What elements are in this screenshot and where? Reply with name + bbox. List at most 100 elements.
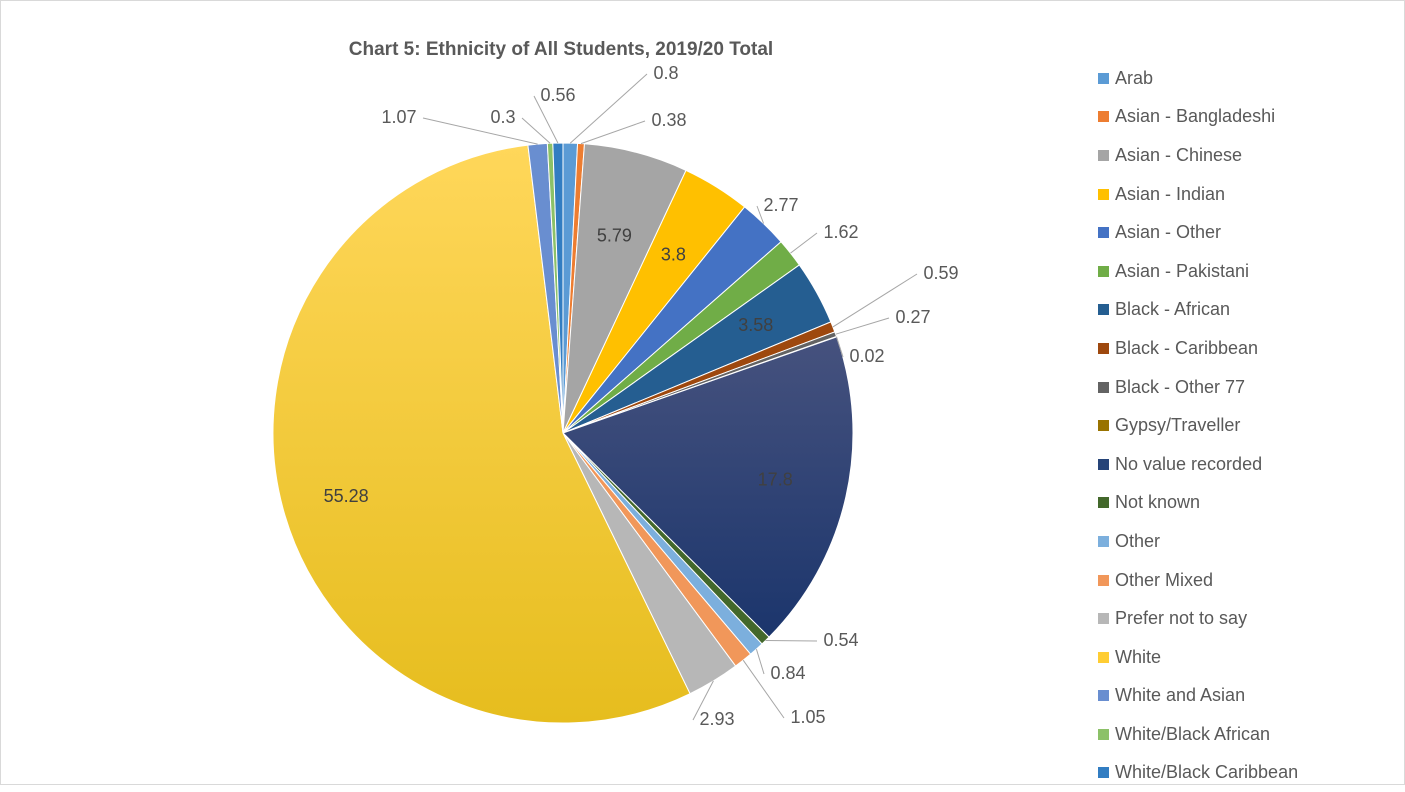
legend-item-no-value-recorded: No value recorded [1098,445,1298,484]
leader-line-white-black-caribbean [533,95,559,144]
data-label-arab: 0.8 [653,63,678,83]
legend-swatch [1098,651,1109,663]
leader-line-other-mixed [742,659,785,719]
legend-item-other: Other [1098,522,1298,561]
legend-item-not-known: Not known [1098,484,1298,523]
legend-item-white-and-asian: White and Asian [1098,677,1298,716]
legend-label: Asian - Pakistani [1115,260,1250,281]
legend-item-black-african: Black - African [1098,291,1298,330]
data-label-gypsy-traveller: 0.02 [849,346,884,366]
data-label-black-african: 3.58 [738,315,773,335]
leader-line-black-other-77 [835,317,890,335]
data-label-not-known: 0.54 [823,630,858,650]
legend-item-white: White [1098,638,1298,677]
legend-swatch [1098,265,1109,277]
legend-item-asian-indian: Asian - Indian [1098,175,1298,214]
leader-lines [422,73,918,721]
legend-item-asian-pakistani: Asian - Pakistani [1098,252,1298,291]
legend-swatch [1098,728,1109,740]
slice-white [272,144,691,724]
legend-label: White [1115,646,1162,667]
leader-line-asian-bangladeshi [580,120,646,145]
chart-title: Chart 5: Ethnicity of All Students, 2019… [348,39,774,60]
data-label-asian-bangladeshi: 0.38 [651,110,686,130]
legend-label: White/Black African [1115,723,1271,744]
legend-label: Asian - Bangladeshi [1115,106,1276,127]
legend-swatch [1098,420,1109,432]
data-label-asian-indian: 3.8 [661,245,686,265]
legend-item-gypsy-traveller: Gypsy/Traveller [1098,406,1298,445]
legend-label: No value recorded [1115,453,1263,474]
legend-item-asian-chinese: Asian - Chinese [1098,136,1298,175]
data-label-white-black-african: 0.3 [490,107,515,127]
legend-swatch [1098,342,1109,354]
legend-swatch [1098,574,1109,586]
legend-label: Black - Caribbean [1115,337,1259,358]
legend-swatch [1098,111,1109,123]
legend-swatch [1098,304,1109,316]
legend-label: Other [1115,530,1161,551]
legend-swatch [1098,613,1109,625]
legend-item-white-black-african: White/Black African [1098,715,1298,754]
data-label-no-value-recorded: 17.8 [758,470,793,490]
legend-swatch [1098,188,1109,200]
data-label-other-mixed: 1.05 [790,707,825,727]
legend-label: Black - Other 77 [1115,376,1246,397]
legend-swatch [1098,227,1109,239]
legend-label: Other Mixed [1115,569,1214,590]
legend-swatch [1098,381,1109,393]
legend-item-prefer-not-to-say: Prefer not to say [1098,599,1298,638]
data-label-black-caribbean: 0.59 [923,263,958,283]
data-label-asian-pakistani: 1.62 [823,222,858,242]
slice-no-value-recorded [562,336,854,638]
legend-label: Asian - Indian [1115,183,1226,204]
data-label-asian-other: 2.77 [763,195,798,215]
data-label-white-black-caribbean: 0.56 [540,85,575,105]
leader-line-black-caribbean [832,273,918,328]
legend-swatch [1098,767,1109,779]
data-label-other: 0.84 [770,663,805,683]
leader-line-gypsy-traveller [836,336,844,358]
leader-line-asian-other [756,205,765,224]
legend-item-asian-other: Asian - Other [1098,213,1298,252]
legend-item-black-other-77: Black - Other 77 [1098,368,1298,407]
data-label-black-other-77: 0.27 [895,307,930,327]
legend-item-arab: Arab [1098,59,1298,98]
leader-line-white-and-asian [422,117,538,145]
legend-label: Not known [1115,492,1201,513]
legend-swatch [1098,72,1109,84]
legend-item-white-black-caribbean: White/Black Caribbean [1098,754,1298,792]
data-label-prefer-not-to-say: 2.93 [699,709,734,729]
legend-item-other-mixed: Other Mixed [1098,561,1298,600]
pie-slices [272,142,854,724]
legend-label: White/Black Caribbean [1115,762,1299,783]
legend-label: White and Asian [1115,685,1246,706]
legend-swatch [1098,535,1109,547]
legend-label: Prefer not to say [1115,608,1248,629]
leader-line-arab [569,73,648,144]
leader-line-white-black-african [521,117,551,144]
legend-item-black-caribbean: Black - Caribbean [1098,329,1298,368]
legend: Arab Asian - Bangladeshi Asian - Chinese As… [1098,59,1298,792]
slice-white-black-caribbean [552,142,564,434]
leader-line-prefer-not-to-say [692,680,714,721]
data-label-white: 55.28 [324,486,369,506]
legend-label: Black - African [1115,299,1231,320]
leader-line-other [755,648,765,675]
legend-swatch [1098,149,1109,161]
data-label-white-and-asian: 1.07 [381,107,416,127]
legend-item-asian-bangladeshi: Asian - Bangladeshi [1098,98,1298,137]
leader-line-asian-pakistani [790,232,818,254]
leader-line-not-known [765,640,818,642]
legend-label: Gypsy/Traveller [1115,415,1241,436]
data-label-asian-chinese: 5.79 [597,225,632,245]
legend-swatch [1098,458,1109,470]
legend-label: Arab [1115,67,1154,88]
legend-label: Asian - Chinese [1115,144,1243,165]
legend-swatch [1098,497,1109,509]
data-labels: 0.8 0.38 5.79 3.8 2.77 1.62 3.58 0.59 0.27 0.02 17… [324,63,959,729]
legend-swatch [1098,690,1109,702]
legend-label: Asian - Other [1115,222,1222,243]
